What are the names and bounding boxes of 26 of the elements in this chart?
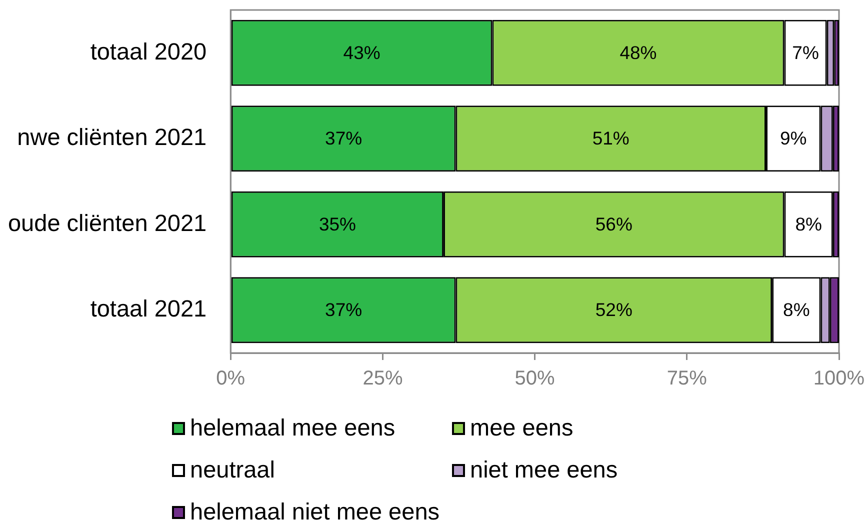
data-label: 37% (325, 128, 362, 149)
data-label: 37% (325, 299, 362, 320)
legend-label: neutraal (190, 456, 275, 482)
x-tick-label: 50% (514, 368, 556, 390)
y-tick-label: totaal 2020 (90, 38, 207, 64)
data-label: 35% (318, 213, 356, 234)
data-label: 51% (592, 128, 630, 149)
data-label: 8% (795, 213, 822, 234)
data-label: 52% (595, 299, 632, 320)
data-label: 43% (343, 42, 380, 63)
legend-label: helemaal niet mee eens (190, 498, 440, 524)
legend-label: helemaal mee eens (190, 414, 396, 440)
data-label: 7% (792, 42, 819, 63)
y-tick-label: oude cliënten 2021 (8, 210, 207, 236)
x-tick-label: 0% (216, 368, 246, 390)
data-label: 56% (595, 213, 632, 234)
x-tick-label: 75% (666, 368, 708, 390)
legend-label: mee eens (470, 414, 574, 440)
data-label: 9% (780, 128, 807, 149)
x-tick-label: 100% (813, 368, 865, 390)
x-tick-label: 25% (362, 368, 403, 390)
legend-label: niet mee eens (470, 456, 618, 482)
y-tick-label: totaal 2021 (90, 296, 207, 322)
y-tick-label: nwe cliënten 2021 (17, 124, 207, 150)
data-label: 8% (783, 299, 810, 320)
data-label: 48% (620, 42, 657, 63)
